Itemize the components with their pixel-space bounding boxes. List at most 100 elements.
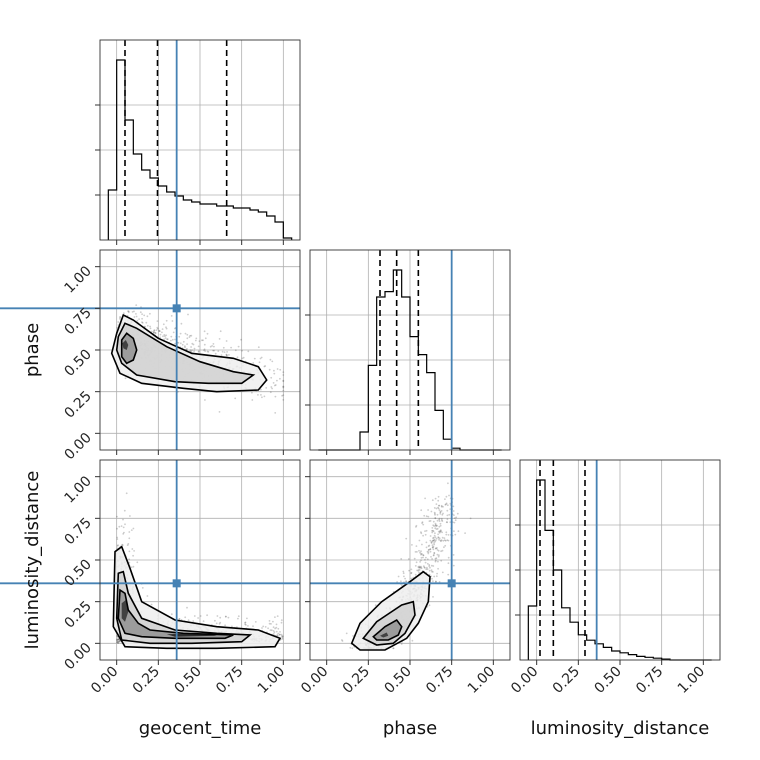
sample-point [431, 531, 434, 534]
sample-point [444, 503, 447, 506]
sample-point [421, 522, 423, 524]
y-tick-label: 0.00 [61, 430, 94, 463]
sample-point [216, 615, 219, 617]
sample-point [420, 532, 423, 535]
sample-point [447, 562, 450, 565]
sample-point [439, 512, 442, 515]
sample-point [170, 613, 173, 616]
sample-point [434, 524, 437, 526]
corner-panels: 0.00 0.25 0.50 0.75 1.00 0.00 0.25 0.50 0.75 1.00… [0, 39, 721, 739]
sample-point [122, 312, 125, 315]
sample-point [237, 345, 240, 348]
sample-point [422, 554, 425, 557]
sample-point [282, 385, 285, 388]
sample-point [269, 358, 272, 361]
sample-point [254, 621, 257, 623]
sample-point [440, 530, 442, 533]
sample-point [400, 580, 402, 583]
sample-point [446, 518, 449, 521]
sample-point [275, 630, 278, 633]
sample-point [245, 624, 247, 626]
sample-point [117, 642, 119, 644]
density-fill [116, 571, 250, 644]
sample-point [149, 312, 151, 315]
sample-point [425, 556, 427, 559]
sample-point [413, 557, 416, 560]
sample-point [417, 568, 420, 571]
sample-point [435, 580, 437, 583]
sample-point [418, 539, 421, 542]
sample-point [440, 504, 443, 507]
sample-point [228, 354, 230, 356]
sample-point [453, 517, 456, 519]
sample-point [237, 615, 240, 618]
sample-point [452, 564, 455, 567]
sample-point [281, 394, 283, 397]
sample-point [431, 529, 433, 532]
sample-point [419, 561, 421, 563]
sample-point [434, 539, 437, 542]
sample-point [426, 558, 429, 561]
sample-point [421, 553, 423, 555]
sample-point [447, 573, 450, 576]
sample-point [159, 330, 161, 332]
sample-point [119, 318, 121, 320]
sample-point [117, 640, 120, 643]
sample-point [427, 551, 430, 553]
sample-point [119, 316, 121, 318]
sample-point [156, 326, 159, 329]
sample-point [280, 619, 283, 621]
sample-point [439, 522, 442, 525]
sample-point [429, 535, 432, 537]
sample-point [135, 313, 137, 315]
sample-point [198, 340, 201, 342]
sample-point [218, 622, 221, 625]
sample-point [447, 534, 450, 536]
sample-point [428, 544, 431, 547]
sample-point [281, 635, 284, 638]
sample-point [410, 568, 413, 571]
sample-point [273, 369, 275, 372]
sample-point [351, 647, 354, 650]
sample-point [440, 539, 443, 541]
sample-point [257, 394, 259, 396]
sample-point [211, 345, 214, 347]
sample-point [401, 584, 403, 587]
sample-point [186, 343, 189, 345]
sample-point [438, 554, 440, 557]
sample-point [446, 521, 448, 524]
sample-point [432, 536, 435, 539]
histogram-bars-phase [318, 269, 502, 451]
sample-point [423, 514, 426, 517]
sample-point [427, 549, 430, 551]
sample-point [132, 565, 135, 568]
sample-point [436, 519, 439, 522]
sample-point [272, 620, 274, 623]
sample-point [438, 518, 440, 521]
sample-point [116, 638, 118, 641]
sample-point [262, 625, 265, 628]
sample-point [258, 361, 261, 364]
sample-point [430, 541, 433, 544]
sample-point [415, 561, 418, 564]
sample-point [418, 566, 421, 569]
sample-point [422, 565, 425, 568]
sample-point [154, 332, 157, 335]
sample-point [193, 615, 196, 617]
sample-point [282, 371, 285, 373]
sample-point [276, 634, 279, 637]
sample-point [263, 395, 266, 398]
sample-point [281, 635, 284, 638]
sample-point [181, 343, 184, 346]
sample-point [177, 341, 180, 344]
sample-point [432, 520, 435, 523]
sample-point [415, 545, 418, 547]
sample-point [435, 537, 438, 540]
sample-point [252, 362, 255, 364]
sample-point [117, 638, 120, 641]
y-tick-label: 1.00 [61, 473, 94, 506]
sample-point [189, 349, 192, 352]
sample-point [116, 641, 118, 644]
sample-point [226, 351, 229, 353]
